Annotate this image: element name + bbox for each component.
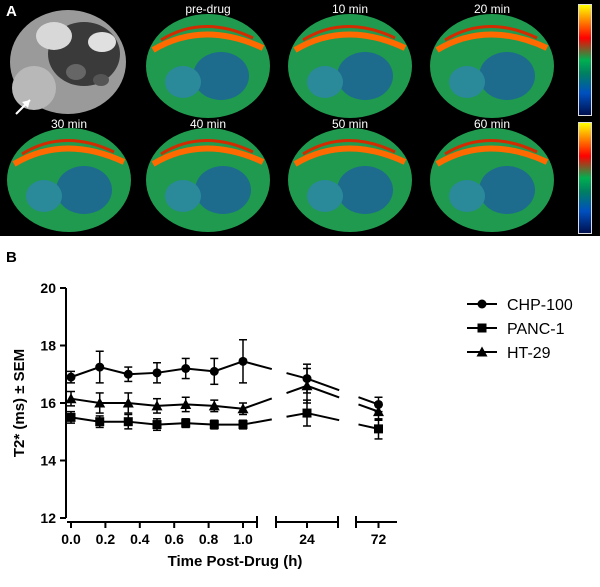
data-point [181,364,191,373]
y-tick-label: 14 [40,453,56,469]
data-point [123,417,133,427]
x-axis-title: Time Post-Drug (h) [168,553,303,570]
legend-marker [477,323,487,333]
y-axis-title: T2* (ms) ± SEM [11,349,28,457]
data-point [94,397,106,408]
x-tick-label: 1.0 [233,531,253,547]
time-label-50min: 50 min [331,117,369,131]
data-point [208,400,220,411]
y-tick-label: 20 [40,280,56,296]
series-line-segment [306,412,340,422]
data-point [65,393,77,404]
panel-a-mri-images: A [0,0,600,236]
data-point [209,366,219,376]
x-tick-label: 24 [299,531,315,547]
x-tick-label: 0.0 [61,531,81,547]
data-point [66,412,76,422]
t2-map-pre-drug [146,14,270,118]
data-point [301,380,313,391]
legend-label: HT-29 [507,345,551,362]
legend-label: CHP-100 [507,297,573,314]
t2-map-10min [288,14,412,118]
time-label-60min: 60 min [473,117,511,131]
t2-map-20min [430,14,554,118]
data-point [95,417,105,427]
colorbar-top [578,4,592,116]
data-point [151,400,163,411]
chart-axes: 12 14 16 18 20 T2* (ms) ± SEM 0.0 0.2 0.4 0.6 0.8 1… [11,280,397,570]
time-label-pre-drug: pre-drug [185,2,231,16]
time-label-20min: 20 min [473,2,511,16]
time-label-30min: 30 min [50,117,88,131]
legend-marker [476,346,488,357]
data-point [374,424,383,434]
x-tick-label: 0.8 [199,531,219,547]
time-label-40min: 40 min [189,117,227,131]
data-point [238,356,248,366]
data-point [237,403,249,414]
t2-map-50min [288,128,412,232]
data-point [302,408,312,418]
colorbar-bottom [578,122,592,234]
x-tick-label: 0.6 [164,531,184,547]
chart-legend: CHP-100 PANC-1 HT-29 [467,297,573,362]
legend-label: PANC-1 [507,321,565,338]
series-ht-29 [65,367,384,421]
data-point [181,418,191,428]
data-point [209,420,219,430]
data-point [95,362,105,372]
data-point [373,406,384,417]
t2-map-60min [430,128,554,232]
chart-marks [65,339,384,440]
time-label-10min: 10 min [331,2,369,16]
data-point [122,397,134,408]
data-point [152,368,162,378]
data-point [180,398,192,409]
x-tick-label: 0.2 [96,531,116,547]
y-tick-label: 16 [40,395,56,411]
data-point [152,420,162,430]
legend-marker [477,299,487,309]
t2-map-30min [7,128,131,232]
data-point [238,420,248,430]
t2-star-line-chart: 12 14 16 18 20 T2* (ms) ± SEM 0.0 0.2 0.4 0.6 0.8 1… [11,280,573,570]
series-line-segment [242,360,273,371]
series-line-segment [306,384,340,399]
panel-a-label: A [6,3,17,20]
series-line-segment [358,403,379,413]
series-line-segment [306,377,340,392]
x-tick-label: 72 [371,531,387,547]
data-point [66,372,76,382]
series-line-segment [242,397,273,410]
series-line-segment [242,418,272,426]
x-tick-label: 0.4 [130,531,150,547]
panel-b-label: B [6,249,17,266]
t2-map-40min [146,128,270,232]
data-point [123,369,133,379]
series-chp-100 [66,339,383,413]
y-tick-label: 12 [40,510,56,526]
y-tick-label: 18 [40,338,56,354]
anatomical-mri-image [10,10,126,115]
